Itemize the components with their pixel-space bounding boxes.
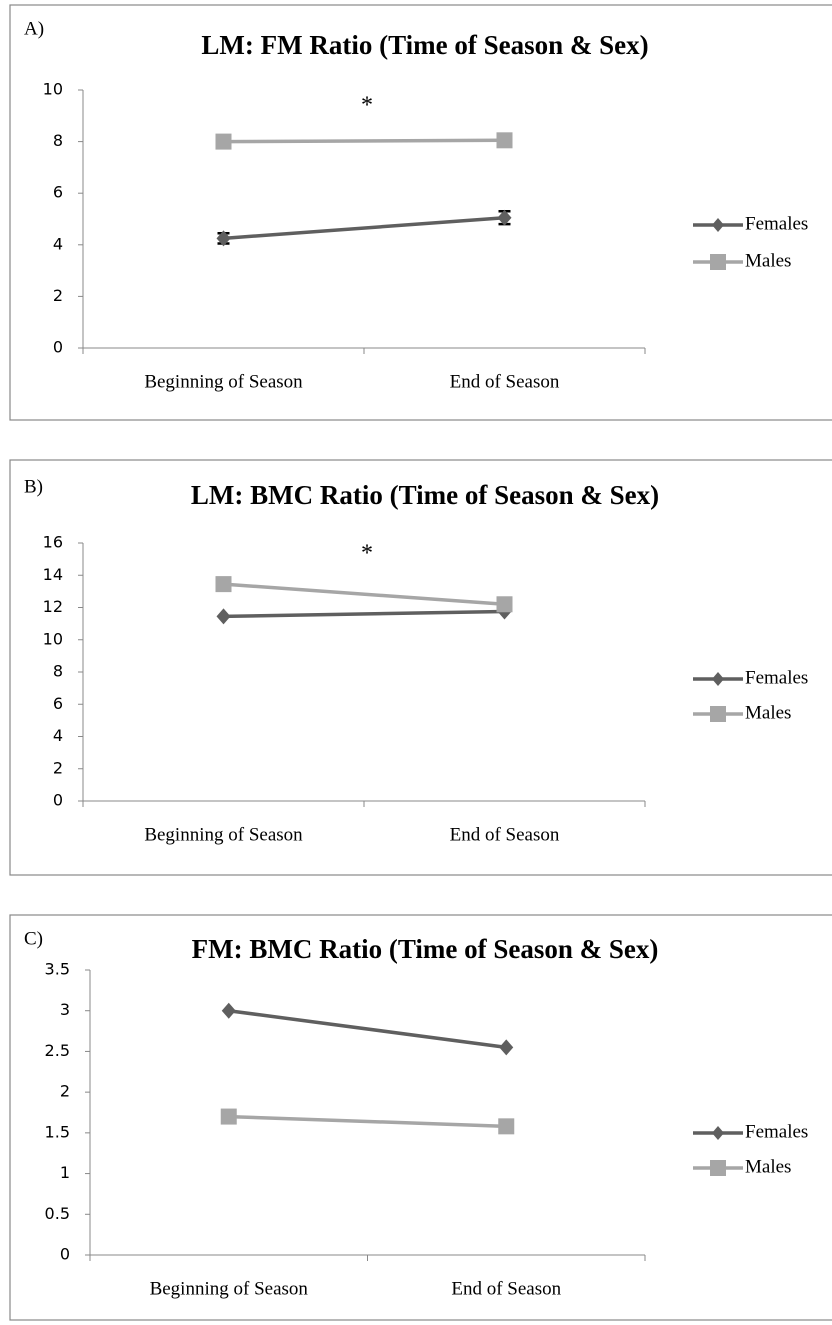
series-line [228, 1114, 507, 1129]
y-tick-label: 0 [60, 1245, 70, 1264]
legend-marker [710, 706, 726, 722]
y-tick-label: 10 [43, 629, 63, 648]
legend-marker [712, 218, 724, 232]
legend-label: Females [745, 213, 808, 234]
y-tick-label: 1.5 [45, 1122, 70, 1141]
panel-label: B) [24, 476, 43, 497]
x-tick-label: End of Season [450, 371, 560, 392]
legend-label: Females [745, 1121, 808, 1142]
panel-label: A) [24, 18, 44, 39]
y-tick-label: 4 [53, 726, 63, 745]
annotation: * [361, 93, 373, 119]
y-tick-label: 3 [60, 1000, 70, 1019]
y-tick-label: 0 [53, 791, 63, 810]
series-line [223, 215, 505, 241]
panel-frame [9, 4, 832, 421]
y-tick-label: 0.5 [45, 1204, 70, 1223]
series-line [223, 138, 505, 144]
x-tick-label: Beginning of Season [150, 1278, 309, 1299]
x-tick-label: End of Season [451, 1278, 561, 1299]
chart-title: FM: BMC Ratio (Time of Season & Sex) [192, 934, 659, 964]
y-tick-label: 2 [53, 286, 63, 305]
chart-title: LM: BMC Ratio (Time of Season & Sex) [191, 480, 659, 510]
legend-label: Males [745, 702, 791, 723]
legend-marker [710, 1160, 726, 1176]
y-tick-label: 2.5 [45, 1041, 70, 1060]
y-tick-label: 10 [43, 80, 63, 99]
y-tick-label: 6 [53, 694, 63, 713]
y-tick-label: 8 [53, 131, 63, 150]
panel-frame [9, 914, 832, 1321]
marker [498, 1118, 515, 1135]
legend-label: Males [745, 250, 791, 271]
legend-label: Males [745, 1156, 791, 1177]
y-tick-label: 0 [53, 338, 63, 357]
x-tick-label: Beginning of Season [144, 824, 303, 845]
marker [216, 608, 231, 625]
x-tick-label: Beginning of Season [144, 371, 303, 392]
annotation: * [361, 541, 373, 567]
y-tick-label: 4 [53, 234, 63, 253]
y-tick-label: 6 [53, 183, 63, 202]
chart-title: LM: FM Ratio (Time of Season & Sex) [201, 30, 648, 60]
y-tick-label: 12 [43, 597, 63, 616]
marker [215, 576, 232, 593]
series-line [228, 1008, 507, 1050]
y-tick-label: 2 [53, 758, 63, 777]
y-tick-label: 16 [43, 533, 63, 552]
y-tick-label: 3.5 [45, 960, 70, 979]
legend-marker [712, 672, 724, 686]
legend-label: Females [745, 667, 808, 688]
legend-marker [712, 1126, 724, 1140]
x-tick-label: End of Season [450, 824, 560, 845]
panel-label: C) [24, 928, 43, 949]
y-tick-label: 8 [53, 662, 63, 681]
y-tick-label: 14 [43, 565, 63, 584]
marker [220, 1108, 237, 1125]
y-tick-label: 2 [60, 1082, 70, 1101]
y-tick-label: 1 [60, 1163, 70, 1182]
marker [497, 209, 512, 226]
legend-marker [710, 254, 726, 270]
marker [215, 133, 232, 150]
panel-frame [9, 459, 832, 876]
marker [221, 1002, 236, 1019]
marker [496, 132, 513, 149]
series-line [223, 582, 505, 607]
marker [216, 230, 231, 247]
marker [496, 596, 513, 613]
marker [499, 1039, 514, 1056]
series-line [223, 609, 505, 619]
